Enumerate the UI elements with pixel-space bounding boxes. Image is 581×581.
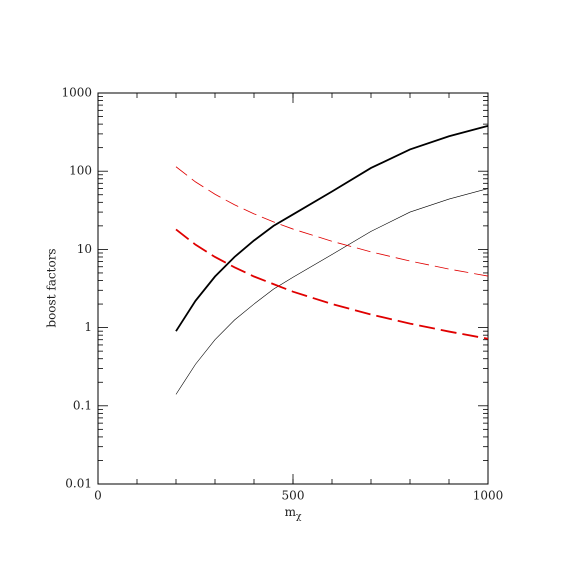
x-tick-label: 1000 <box>473 489 504 503</box>
x-tick-label: 500 <box>282 489 305 503</box>
plot-frame <box>97 92 489 485</box>
x-axis-label-sub: χ <box>296 512 302 522</box>
y-tick-label: 0.01 <box>65 477 92 491</box>
y-tick-label: 100 <box>69 164 92 178</box>
series-line <box>175 124 489 332</box>
series-line <box>175 166 489 277</box>
y-tick-label: 1 <box>84 320 92 334</box>
y-tick-label: 1000 <box>61 86 92 100</box>
y-tick-label: 10 <box>77 242 92 256</box>
y-tick-label: 0.1 <box>73 398 92 412</box>
series-line <box>175 228 489 340</box>
series-line <box>175 188 489 395</box>
x-axis-label: mχ <box>285 505 302 522</box>
y-axis-label: boost factors <box>45 248 59 327</box>
x-axis-label-main: m <box>285 505 297 519</box>
x-tick-label: 0 <box>94 489 102 503</box>
